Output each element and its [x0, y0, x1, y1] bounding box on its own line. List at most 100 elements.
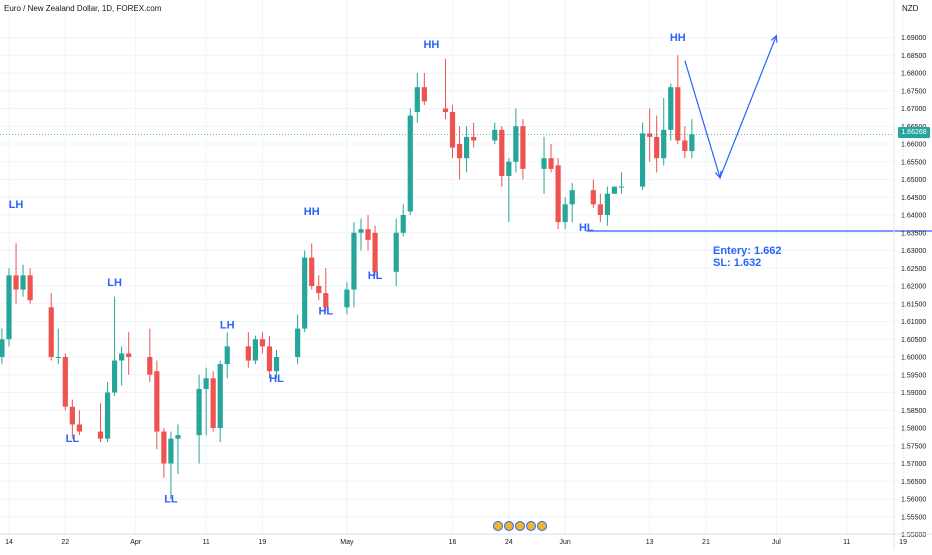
candle-body [0, 339, 5, 357]
candle [414, 73, 420, 123]
y-tick-label: 1.65500 [901, 159, 926, 166]
y-tick-label: 1.56500 [901, 479, 926, 486]
y-tick-label: 1.67500 [901, 88, 926, 95]
annotations [0, 34, 932, 232]
candle-body [55, 357, 61, 358]
candle-body [252, 339, 258, 361]
candle-body [245, 346, 251, 361]
candle-body [611, 186, 618, 194]
y-tick-label: 1.65000 [901, 177, 926, 184]
candle-body [393, 232, 399, 272]
candle-body [126, 353, 132, 357]
candles [0, 55, 695, 499]
candle-body [210, 378, 216, 428]
candle-body [668, 87, 674, 130]
candle-body [562, 204, 568, 223]
candle [351, 222, 357, 308]
x-tick-label: 24 [505, 539, 513, 546]
x-tick-label: 13 [646, 539, 654, 546]
candle [618, 172, 625, 194]
candle-body [175, 435, 181, 439]
candle [203, 367, 209, 436]
candle-body [442, 108, 449, 113]
candle-body [499, 129, 505, 176]
candle [541, 136, 547, 194]
y-tick-label: 1.64500 [901, 195, 926, 202]
event-icon[interactable] [515, 521, 525, 531]
arrowhead-up [770, 34, 778, 43]
candle [175, 424, 181, 475]
candle [499, 126, 505, 187]
event-icon[interactable] [526, 521, 536, 531]
candle-body [456, 144, 463, 159]
pattern-label: LL [164, 494, 178, 506]
pattern-label: HH [423, 39, 439, 51]
candle [421, 73, 427, 105]
candle-body [316, 286, 322, 294]
candle [513, 108, 519, 173]
candle-body [344, 289, 350, 308]
y-tick-label: 1.68000 [901, 71, 926, 78]
pattern-label: LH [220, 320, 235, 332]
arrowhead-down [714, 170, 722, 180]
candle [20, 264, 26, 297]
candle [252, 335, 258, 365]
candle [48, 293, 54, 361]
candle [147, 328, 153, 382]
candle [27, 268, 33, 304]
x-tick-label: 22 [61, 539, 69, 546]
pattern-labels: LH LL LH LL LH HL HH HL HL HH HL HH Entery: 1.662SL:… [9, 32, 782, 506]
candle-body [449, 112, 456, 148]
projection-path [684, 35, 777, 180]
candle [675, 55, 681, 144]
x-tick-label: Jun [560, 539, 571, 546]
candle [506, 158, 512, 223]
candle [604, 186, 610, 226]
event-icon[interactable] [504, 521, 514, 531]
candle-body [548, 158, 554, 169]
y-tick-label: 1.67000 [901, 106, 926, 113]
candle [654, 115, 660, 173]
candle-body [358, 229, 364, 233]
candle [611, 186, 618, 194]
x-tick-label: 11 [202, 539, 209, 546]
candle [13, 243, 19, 304]
candle-body [323, 293, 329, 308]
candle [323, 268, 329, 311]
candle-body [196, 388, 202, 436]
events-strip[interactable] [493, 521, 547, 532]
candle-body [506, 161, 512, 176]
candle-body [541, 158, 547, 169]
candle [640, 122, 646, 191]
candle-body [520, 126, 526, 169]
currency-label: NZD [902, 4, 919, 13]
candle [154, 360, 160, 450]
candle [224, 332, 230, 379]
candle [464, 126, 470, 173]
candle [6, 268, 12, 347]
candle-body [97, 431, 104, 439]
candle [597, 193, 603, 223]
candle [266, 335, 273, 379]
x-tick-label: 14 [5, 539, 13, 546]
y-tick-label: 1.57000 [901, 461, 926, 468]
candle [682, 126, 688, 159]
entry-label: Entery: 1.662 [713, 245, 781, 257]
y-tick-label: 1.58500 [901, 408, 926, 415]
candle-body [421, 87, 427, 102]
pattern-label: HL [269, 373, 284, 385]
event-icon[interactable] [537, 521, 547, 531]
candle [0, 328, 5, 365]
candle-body [168, 438, 174, 464]
candle [104, 381, 111, 443]
candle-body [69, 406, 75, 425]
candle [161, 428, 167, 478]
event-icon[interactable] [493, 521, 503, 531]
y-tick-label: 1.69000 [901, 35, 926, 42]
candle-body [104, 392, 111, 439]
candle-body [647, 133, 653, 137]
candle-body [20, 275, 26, 290]
y-tick-label: 1.55000 [901, 532, 926, 539]
